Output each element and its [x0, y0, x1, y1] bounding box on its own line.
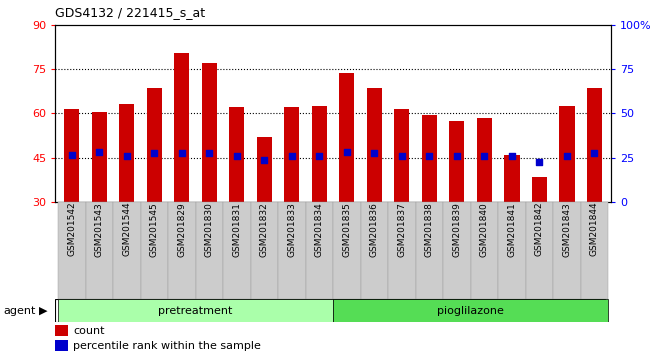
Bar	[367, 88, 382, 202]
Bar	[196, 202, 223, 299]
Text: GSM201832: GSM201832	[260, 202, 269, 257]
Text: GSM201543: GSM201543	[95, 202, 104, 257]
Text: GSM201841: GSM201841	[508, 202, 517, 257]
Bar	[443, 202, 471, 299]
Point	[287, 153, 297, 159]
Bar	[312, 106, 327, 202]
Text: GSM201839: GSM201839	[452, 202, 462, 257]
Bar	[168, 202, 196, 299]
Text: GSM201837: GSM201837	[397, 202, 406, 257]
Text: ▶: ▶	[39, 306, 47, 316]
Bar	[92, 112, 107, 202]
Bar	[257, 137, 272, 202]
Text: pretreatment: pretreatment	[159, 306, 233, 316]
Text: GSM201830: GSM201830	[205, 202, 214, 257]
Bar	[55, 341, 68, 351]
Point	[452, 153, 462, 159]
Bar	[140, 202, 168, 299]
Bar	[223, 202, 251, 299]
Point	[259, 158, 270, 163]
Text: GSM201833: GSM201833	[287, 202, 296, 257]
Text: agent: agent	[3, 306, 36, 316]
Bar	[58, 202, 86, 299]
Bar	[333, 202, 361, 299]
Bar	[477, 118, 492, 202]
Bar	[587, 88, 602, 202]
Text: percentile rank within the sample: percentile rank within the sample	[73, 341, 261, 351]
Bar	[560, 106, 575, 202]
Point	[342, 149, 352, 154]
Text: GDS4132 / 221415_s_at: GDS4132 / 221415_s_at	[55, 6, 205, 19]
Bar	[471, 202, 498, 299]
Point	[479, 153, 489, 159]
Bar	[64, 109, 79, 202]
Bar	[532, 177, 547, 202]
Text: GSM201829: GSM201829	[177, 202, 187, 257]
Bar	[306, 202, 333, 299]
Bar	[395, 109, 410, 202]
Bar	[415, 202, 443, 299]
Text: pioglilazone: pioglilazone	[437, 306, 504, 316]
Bar	[339, 74, 354, 202]
Text: GSM201844: GSM201844	[590, 202, 599, 256]
Text: GSM201840: GSM201840	[480, 202, 489, 257]
Bar	[526, 202, 553, 299]
Point	[396, 153, 407, 159]
Bar	[449, 121, 465, 202]
Bar	[55, 325, 68, 336]
Bar	[113, 202, 140, 299]
Bar	[58, 299, 333, 322]
Point	[231, 153, 242, 159]
Text: GSM201836: GSM201836	[370, 202, 379, 257]
Point	[149, 150, 159, 156]
Text: GSM201835: GSM201835	[343, 202, 352, 257]
Point	[204, 150, 214, 156]
Bar	[333, 299, 608, 322]
Point	[177, 150, 187, 156]
Point	[507, 153, 517, 159]
Bar	[361, 202, 388, 299]
Bar	[388, 202, 415, 299]
Text: GSM201838: GSM201838	[425, 202, 434, 257]
Bar	[202, 63, 217, 202]
Point	[122, 153, 132, 159]
Bar	[119, 104, 135, 202]
Point	[66, 152, 77, 158]
Bar	[147, 88, 162, 202]
Text: count: count	[73, 326, 105, 336]
Point	[590, 150, 600, 156]
Bar	[580, 202, 608, 299]
Text: GSM201545: GSM201545	[150, 202, 159, 257]
Bar	[229, 107, 244, 202]
Bar	[422, 115, 437, 202]
Bar	[553, 202, 580, 299]
Point	[424, 153, 435, 159]
Point	[562, 153, 572, 159]
Bar	[174, 53, 189, 202]
Bar	[86, 202, 113, 299]
Text: GSM201831: GSM201831	[232, 202, 241, 257]
Point	[314, 153, 324, 159]
Bar	[284, 107, 300, 202]
Point	[369, 150, 380, 156]
Bar	[278, 202, 306, 299]
Text: GSM201834: GSM201834	[315, 202, 324, 257]
Text: GSM201842: GSM201842	[535, 202, 544, 256]
Bar	[498, 202, 526, 299]
Text: GSM201544: GSM201544	[122, 202, 131, 256]
Text: GSM201843: GSM201843	[562, 202, 571, 257]
Text: GSM201542: GSM201542	[67, 202, 76, 256]
Point	[94, 149, 105, 154]
Bar	[251, 202, 278, 299]
Point	[534, 159, 545, 165]
Bar	[504, 155, 519, 202]
